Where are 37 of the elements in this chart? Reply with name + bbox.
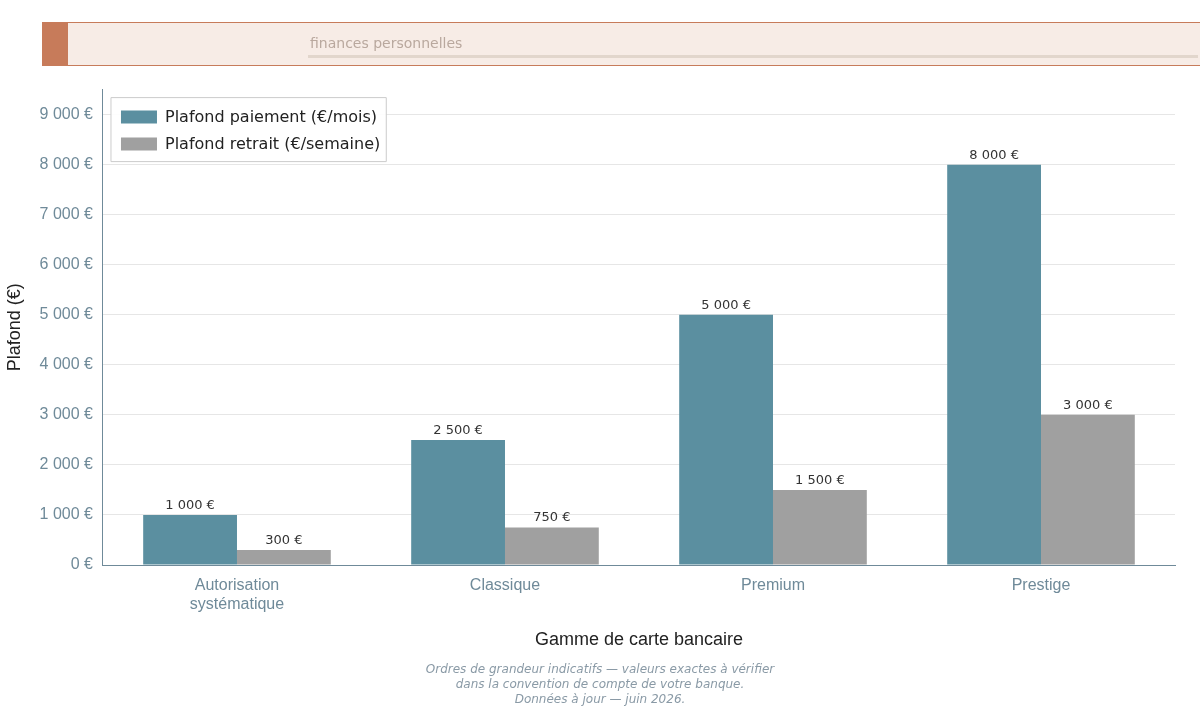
y-tick-label: 4 000 € bbox=[39, 355, 94, 373]
y-tick-label: 9 000 € bbox=[39, 105, 94, 123]
bar bbox=[143, 514, 237, 565]
text: Données à jour — juin 2026. bbox=[513, 692, 687, 707]
data-label: 8 000 € bbox=[969, 146, 1019, 162]
data-label: 750 € bbox=[533, 509, 571, 525]
y-tick-label: 1 000 € bbox=[39, 505, 94, 523]
text: Ordres de grandeur indicatifs — valeurs exactes à vérifier dans la convention de compte de votre banque. bbox=[424, 662, 776, 692]
chart-subtitle: finances personnelles bbox=[310, 35, 463, 51]
x-tick-label: Classique bbox=[469, 576, 541, 594]
y-tick-label: 3 000 € bbox=[39, 405, 94, 423]
bar bbox=[947, 164, 1041, 565]
bar bbox=[236, 549, 331, 565]
data-label: 300 € bbox=[265, 531, 303, 547]
y-axis-title: Plafond (€) bbox=[3, 283, 24, 372]
bar bbox=[411, 439, 505, 565]
data-label: 2 500 € bbox=[433, 421, 483, 437]
bar bbox=[679, 314, 773, 565]
data-label: 5 000 € bbox=[701, 296, 751, 312]
y-tick-label: 6 000 € bbox=[39, 255, 94, 273]
x-tick-label: Autorisation systématique bbox=[189, 576, 285, 613]
x-axis-title: Gamme de carte bancaire bbox=[534, 629, 744, 650]
y-tick-label: 8 000 € bbox=[39, 155, 94, 173]
legend-label: Plafond retrait (€/semaine) bbox=[164, 133, 381, 153]
legend-label: Plafond paiement (€/mois) bbox=[164, 106, 378, 126]
data-label: 1 500 € bbox=[795, 471, 845, 487]
data-label: 3 000 € bbox=[1063, 396, 1113, 412]
bar bbox=[504, 527, 599, 565]
y-tick-label: 0 € bbox=[70, 555, 94, 573]
bar bbox=[1041, 414, 1135, 565]
y-tick-label: 7 000 € bbox=[39, 205, 94, 223]
y-tick-label: 5 000 € bbox=[39, 305, 94, 323]
x-tick-label: Prestige bbox=[1011, 576, 1071, 594]
data-label: 1 000 € bbox=[165, 496, 215, 512]
bar bbox=[772, 489, 867, 565]
y-tick-label: 2 000 € bbox=[39, 455, 94, 473]
x-tick-label: Premium bbox=[740, 576, 805, 594]
